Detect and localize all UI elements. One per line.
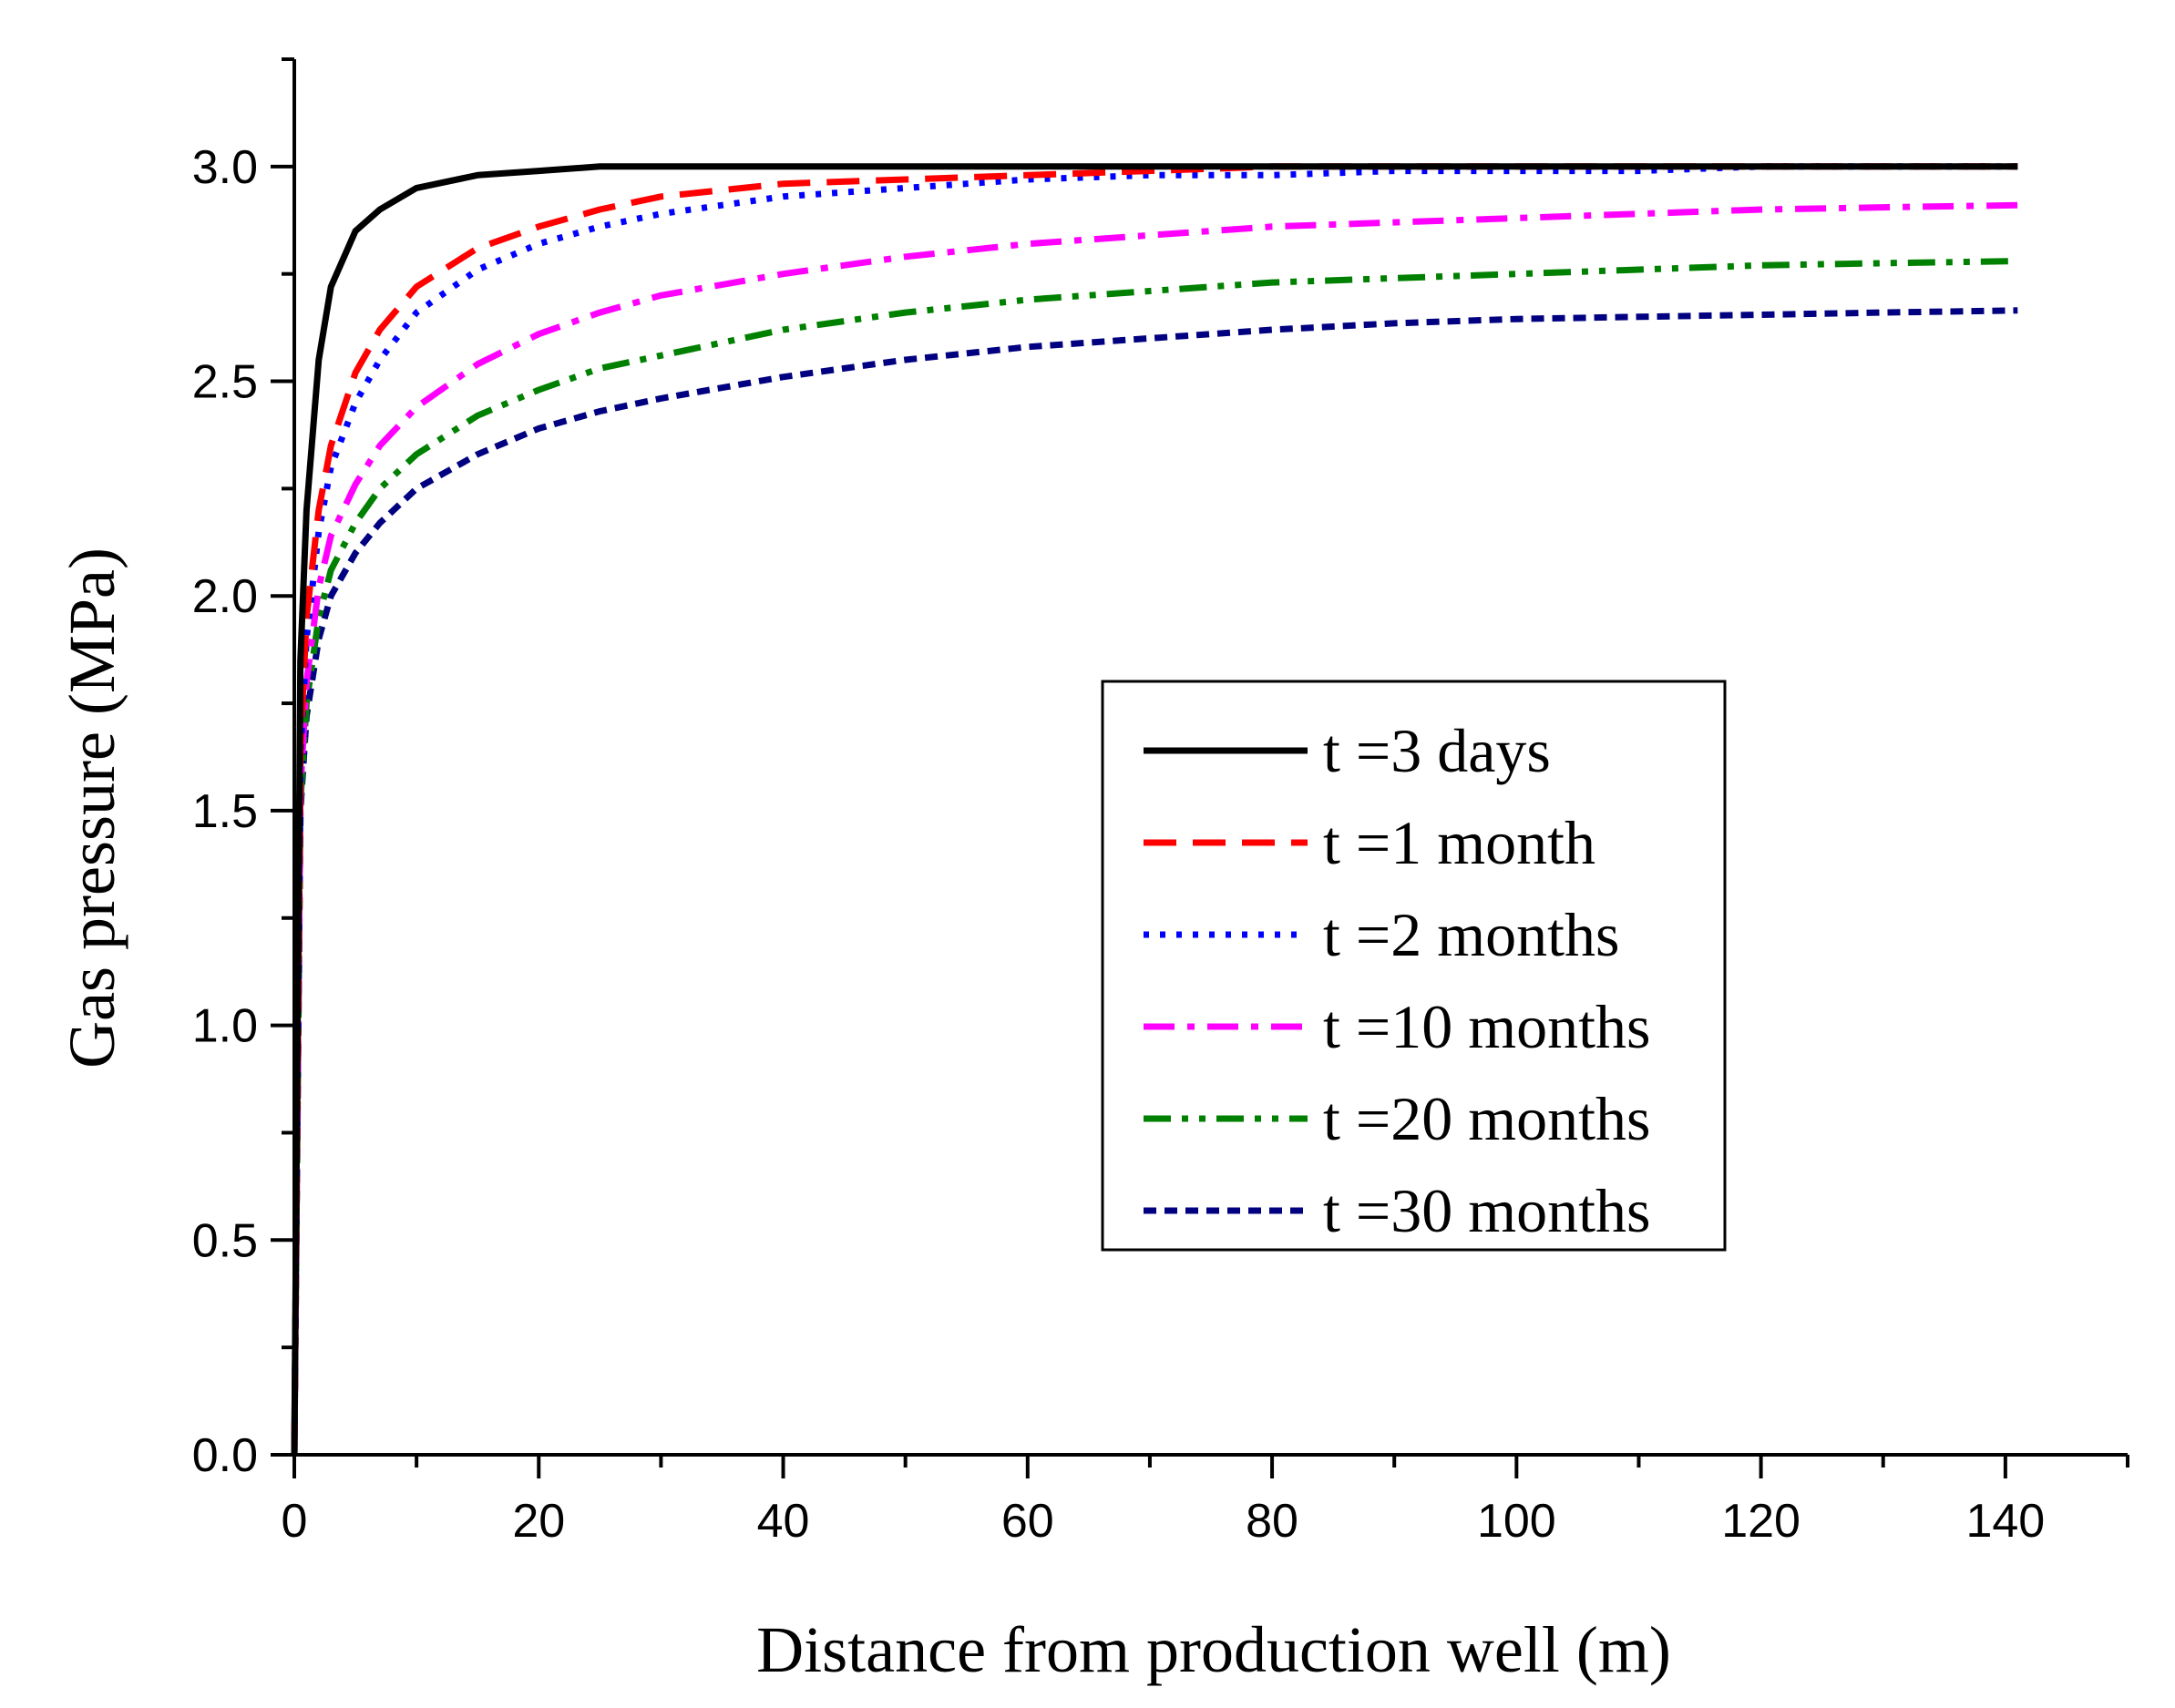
x-tick-label: 20 <box>512 1495 565 1548</box>
series-line-3 <box>291 163 2018 1456</box>
y-tick-label: 1.5 <box>192 785 258 838</box>
x-tick-label: 60 <box>1001 1495 1054 1548</box>
y-tick-label: 2.0 <box>192 570 258 623</box>
legend-label: t =30 months <box>1323 1176 1651 1245</box>
series-line-2 <box>291 163 2018 1456</box>
series-layer <box>291 163 2018 1456</box>
legend-label: t =2 months <box>1323 900 1620 969</box>
y-tick-label: 0.0 <box>192 1429 258 1482</box>
x-tick-label: 120 <box>1721 1495 1801 1548</box>
legend-label: t =10 months <box>1323 992 1651 1061</box>
x-tick-label: 80 <box>1246 1495 1298 1548</box>
x-tick-label: 140 <box>1965 1495 2045 1548</box>
legend-label: t =1 month <box>1323 808 1595 877</box>
legend-label: t =20 months <box>1323 1084 1651 1153</box>
legend-box <box>1101 680 1727 1252</box>
axes: 0 20 40 60 80 100 120 140 0.0 0.5 1.0 1.5 2.0 2.5 3.0 <box>192 57 2129 1548</box>
x-tick-label: 100 <box>1477 1495 1556 1548</box>
series-line-4 <box>291 201 2018 1456</box>
y-tick-label: 3.0 <box>192 141 258 194</box>
series-line-5 <box>291 258 2018 1456</box>
x-axis-title: Distance from production well (m) <box>756 1613 1671 1686</box>
y-axis-title: Gas pressure (MPa) <box>56 547 128 1069</box>
legend-label: t =3 days <box>1323 716 1551 785</box>
x-tick-label: 40 <box>757 1495 810 1548</box>
y-tick-label: 1.0 <box>192 1000 258 1053</box>
x-tick-label: 0 <box>282 1495 308 1548</box>
legend: t =3 days t =1 month t =2 months t =10 mont… <box>1101 680 1727 1252</box>
series-line-1 <box>291 163 2018 1456</box>
series-line-6 <box>291 307 2018 1456</box>
y-tick-label: 2.5 <box>192 356 258 409</box>
y-tick-label: 0.5 <box>192 1214 258 1267</box>
